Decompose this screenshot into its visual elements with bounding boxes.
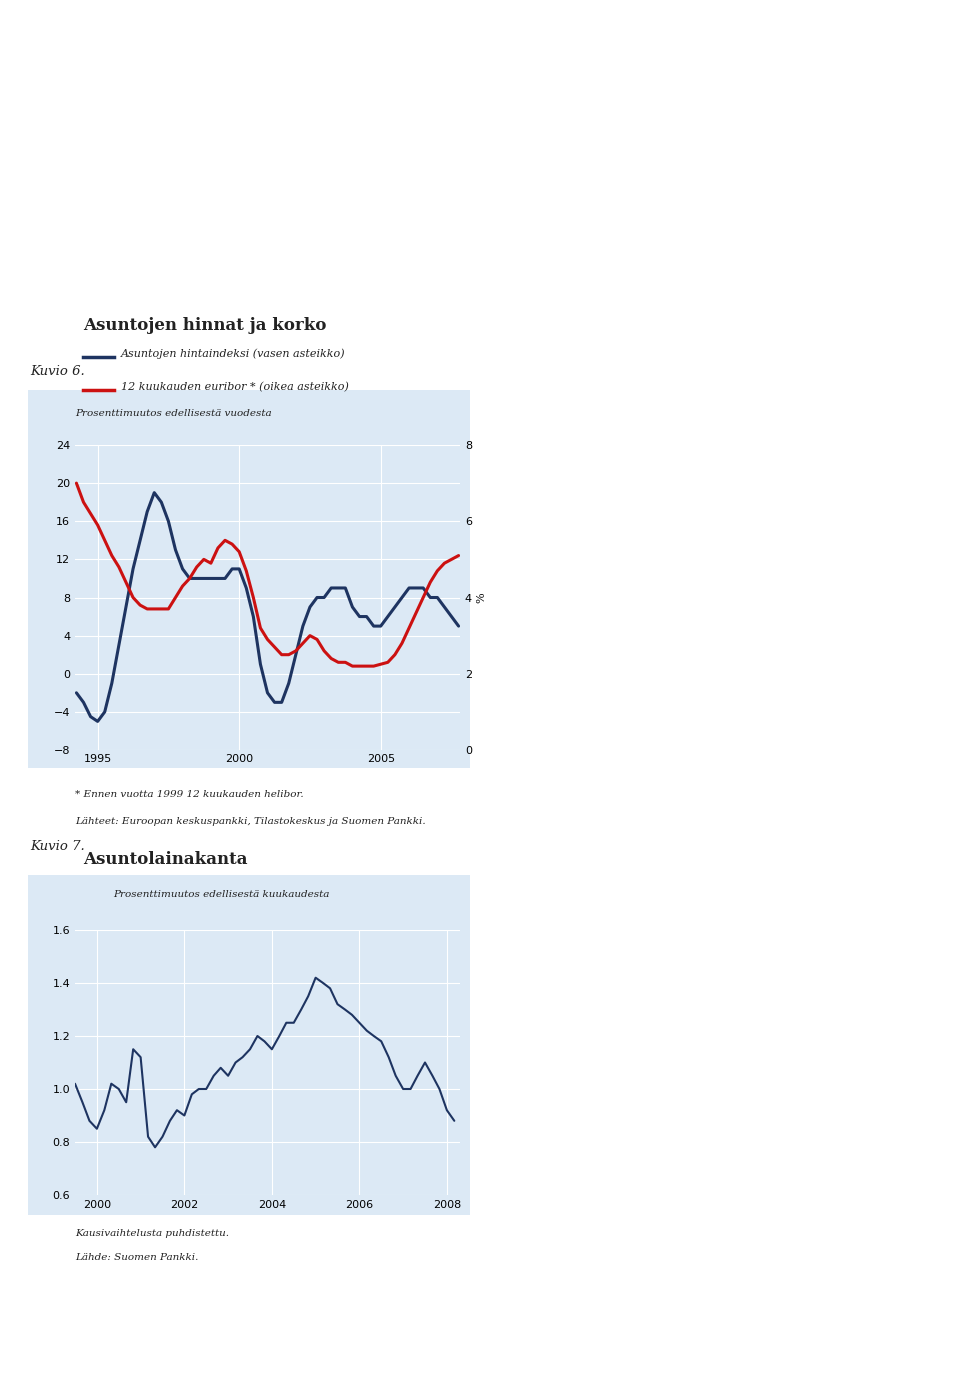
Text: 12 kuukauden euribor * (oikea asteikko): 12 kuukauden euribor * (oikea asteikko)	[121, 382, 349, 393]
Text: Kuvio 6.: Kuvio 6.	[30, 365, 84, 378]
Text: Prosenttimuutos edellisestä vuodesta: Prosenttimuutos edellisestä vuodesta	[75, 408, 272, 418]
Text: * Ennen vuotta 1999 12 kuukauden helibor.: * Ennen vuotta 1999 12 kuukauden helibor…	[75, 790, 303, 798]
Text: Kuvio 7.: Kuvio 7.	[30, 840, 84, 854]
Y-axis label: %: %	[476, 593, 486, 602]
Text: Asuntojen hintaindeksi (vasen asteikko): Asuntojen hintaindeksi (vasen asteikko)	[121, 348, 346, 358]
Text: Lähteet: Euroopan keskuspankki, Tilastokeskus ja Suomen Pankki.: Lähteet: Euroopan keskuspankki, Tilastok…	[75, 818, 425, 826]
Text: Kausivaihtelusta puhdistettu.: Kausivaihtelusta puhdistettu.	[75, 1230, 229, 1238]
Text: Asuntolainakanta: Asuntolainakanta	[83, 851, 248, 868]
Text: Prosenttimuutos edellisestä kuukaudesta: Prosenttimuutos edellisestä kuukaudesta	[113, 890, 330, 899]
Text: Asuntojen hinnat ja korko: Asuntojen hinnat ja korko	[83, 316, 326, 335]
Text: Lähde: Suomen Pankki.: Lähde: Suomen Pankki.	[75, 1253, 199, 1262]
